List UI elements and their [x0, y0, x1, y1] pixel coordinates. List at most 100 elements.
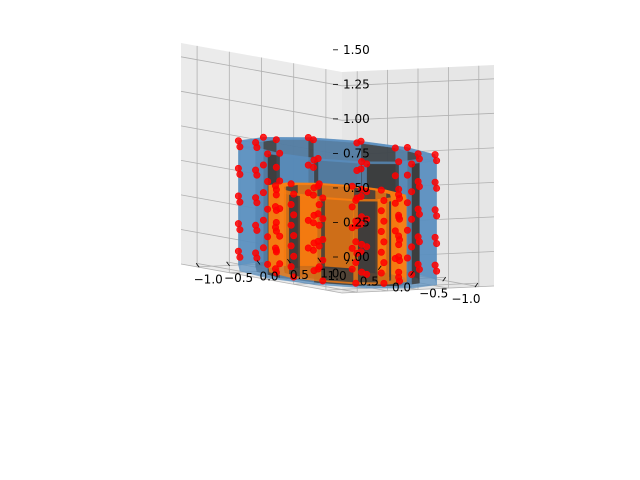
data-point [377, 228, 385, 236]
data-point [403, 171, 411, 179]
data-point [395, 256, 403, 264]
y-tick-label: −1.0 [194, 272, 223, 286]
y-tick-mark [226, 261, 230, 267]
x-tick-label: 0.5 [360, 275, 379, 289]
data-point [319, 194, 327, 202]
data-point [271, 244, 279, 252]
data-point [408, 160, 416, 168]
data-point [395, 215, 403, 223]
data-point [236, 198, 244, 206]
data-point [319, 256, 327, 264]
z-tick-label: 1.00 [343, 112, 370, 126]
data-point [391, 172, 399, 180]
data-point [264, 150, 272, 158]
data-point [415, 265, 423, 273]
data-point [252, 166, 260, 174]
data-point [264, 178, 272, 186]
data-point [433, 212, 441, 220]
data-point [319, 215, 327, 223]
data-point [272, 136, 280, 144]
data-point [391, 144, 399, 152]
scatter-points [234, 133, 441, 287]
data-point [433, 157, 441, 165]
data-point [415, 155, 423, 163]
data-point [309, 163, 317, 171]
data-point [352, 196, 360, 204]
data-point [290, 211, 298, 219]
data-point [234, 164, 242, 172]
data-point [380, 197, 388, 205]
data-point [315, 263, 323, 271]
data-point [290, 232, 298, 240]
data-point [290, 190, 298, 198]
x-tick-mark [442, 277, 447, 282]
data-point [319, 277, 327, 285]
data-point [234, 220, 242, 228]
data-point [315, 180, 323, 188]
data-point [252, 194, 260, 202]
data-point [276, 177, 284, 185]
data-point [408, 188, 416, 196]
x-tick-label: 0.0 [392, 281, 411, 295]
data-point [271, 203, 279, 211]
grid-line-z [180, 263, 495, 294]
data-point [234, 192, 242, 200]
data-point [315, 201, 323, 209]
data-point [319, 236, 327, 244]
data-point [234, 137, 242, 145]
data-point [352, 238, 360, 246]
data-point [236, 226, 244, 234]
y-tick-label: 1.0 [320, 267, 339, 281]
data-point [352, 279, 360, 287]
data-point [309, 246, 317, 254]
data-point [348, 182, 356, 190]
data-point [271, 265, 279, 273]
data-point [236, 143, 244, 151]
data-point [276, 260, 284, 268]
z-tick-label: 0.00 [343, 250, 370, 264]
x-tick-mark [474, 282, 479, 288]
x-tick-mark [377, 265, 382, 270]
data-point [348, 265, 356, 273]
data-point [403, 254, 411, 262]
data-point [395, 158, 403, 166]
y-tick-label: −0.5 [224, 271, 253, 285]
data-point [259, 133, 267, 141]
data-point [353, 167, 361, 175]
grid-line-z [180, 56, 495, 87]
data-point [236, 253, 244, 261]
data-point [380, 217, 388, 225]
data-point [290, 252, 298, 260]
z-tick-label: 0.25 [343, 216, 370, 230]
x-tick-label: −0.5 [419, 286, 448, 300]
data-point [287, 242, 295, 250]
data-point [348, 244, 356, 252]
data-point [264, 260, 272, 268]
y-tick-label: 0.0 [259, 270, 278, 284]
data-point [353, 249, 361, 257]
data-point [391, 227, 399, 235]
z-tick-label: 1.25 [343, 77, 370, 91]
y-tick-mark [256, 260, 261, 265]
data-point [431, 178, 439, 186]
y-tick-mark [317, 257, 322, 262]
data-point [395, 194, 403, 202]
data-point [287, 263, 295, 271]
data-point [377, 186, 385, 194]
data-point [259, 161, 267, 169]
axis-ticks: −1.0−0.50.00.51.0−1.0 −0.5 0.0 0.5 1.00.000.… [194, 43, 481, 306]
data-point [377, 269, 385, 277]
data-point [259, 244, 267, 252]
data-point [315, 221, 323, 229]
data-point [415, 238, 423, 246]
data-point [309, 136, 317, 144]
data-point [348, 203, 356, 211]
data-point [271, 182, 279, 190]
data-point [309, 191, 317, 199]
data-point [314, 210, 322, 218]
data-point [264, 233, 272, 241]
data-point [403, 144, 411, 152]
data-point [314, 155, 322, 163]
data-point [433, 240, 441, 248]
data-point [236, 170, 244, 178]
